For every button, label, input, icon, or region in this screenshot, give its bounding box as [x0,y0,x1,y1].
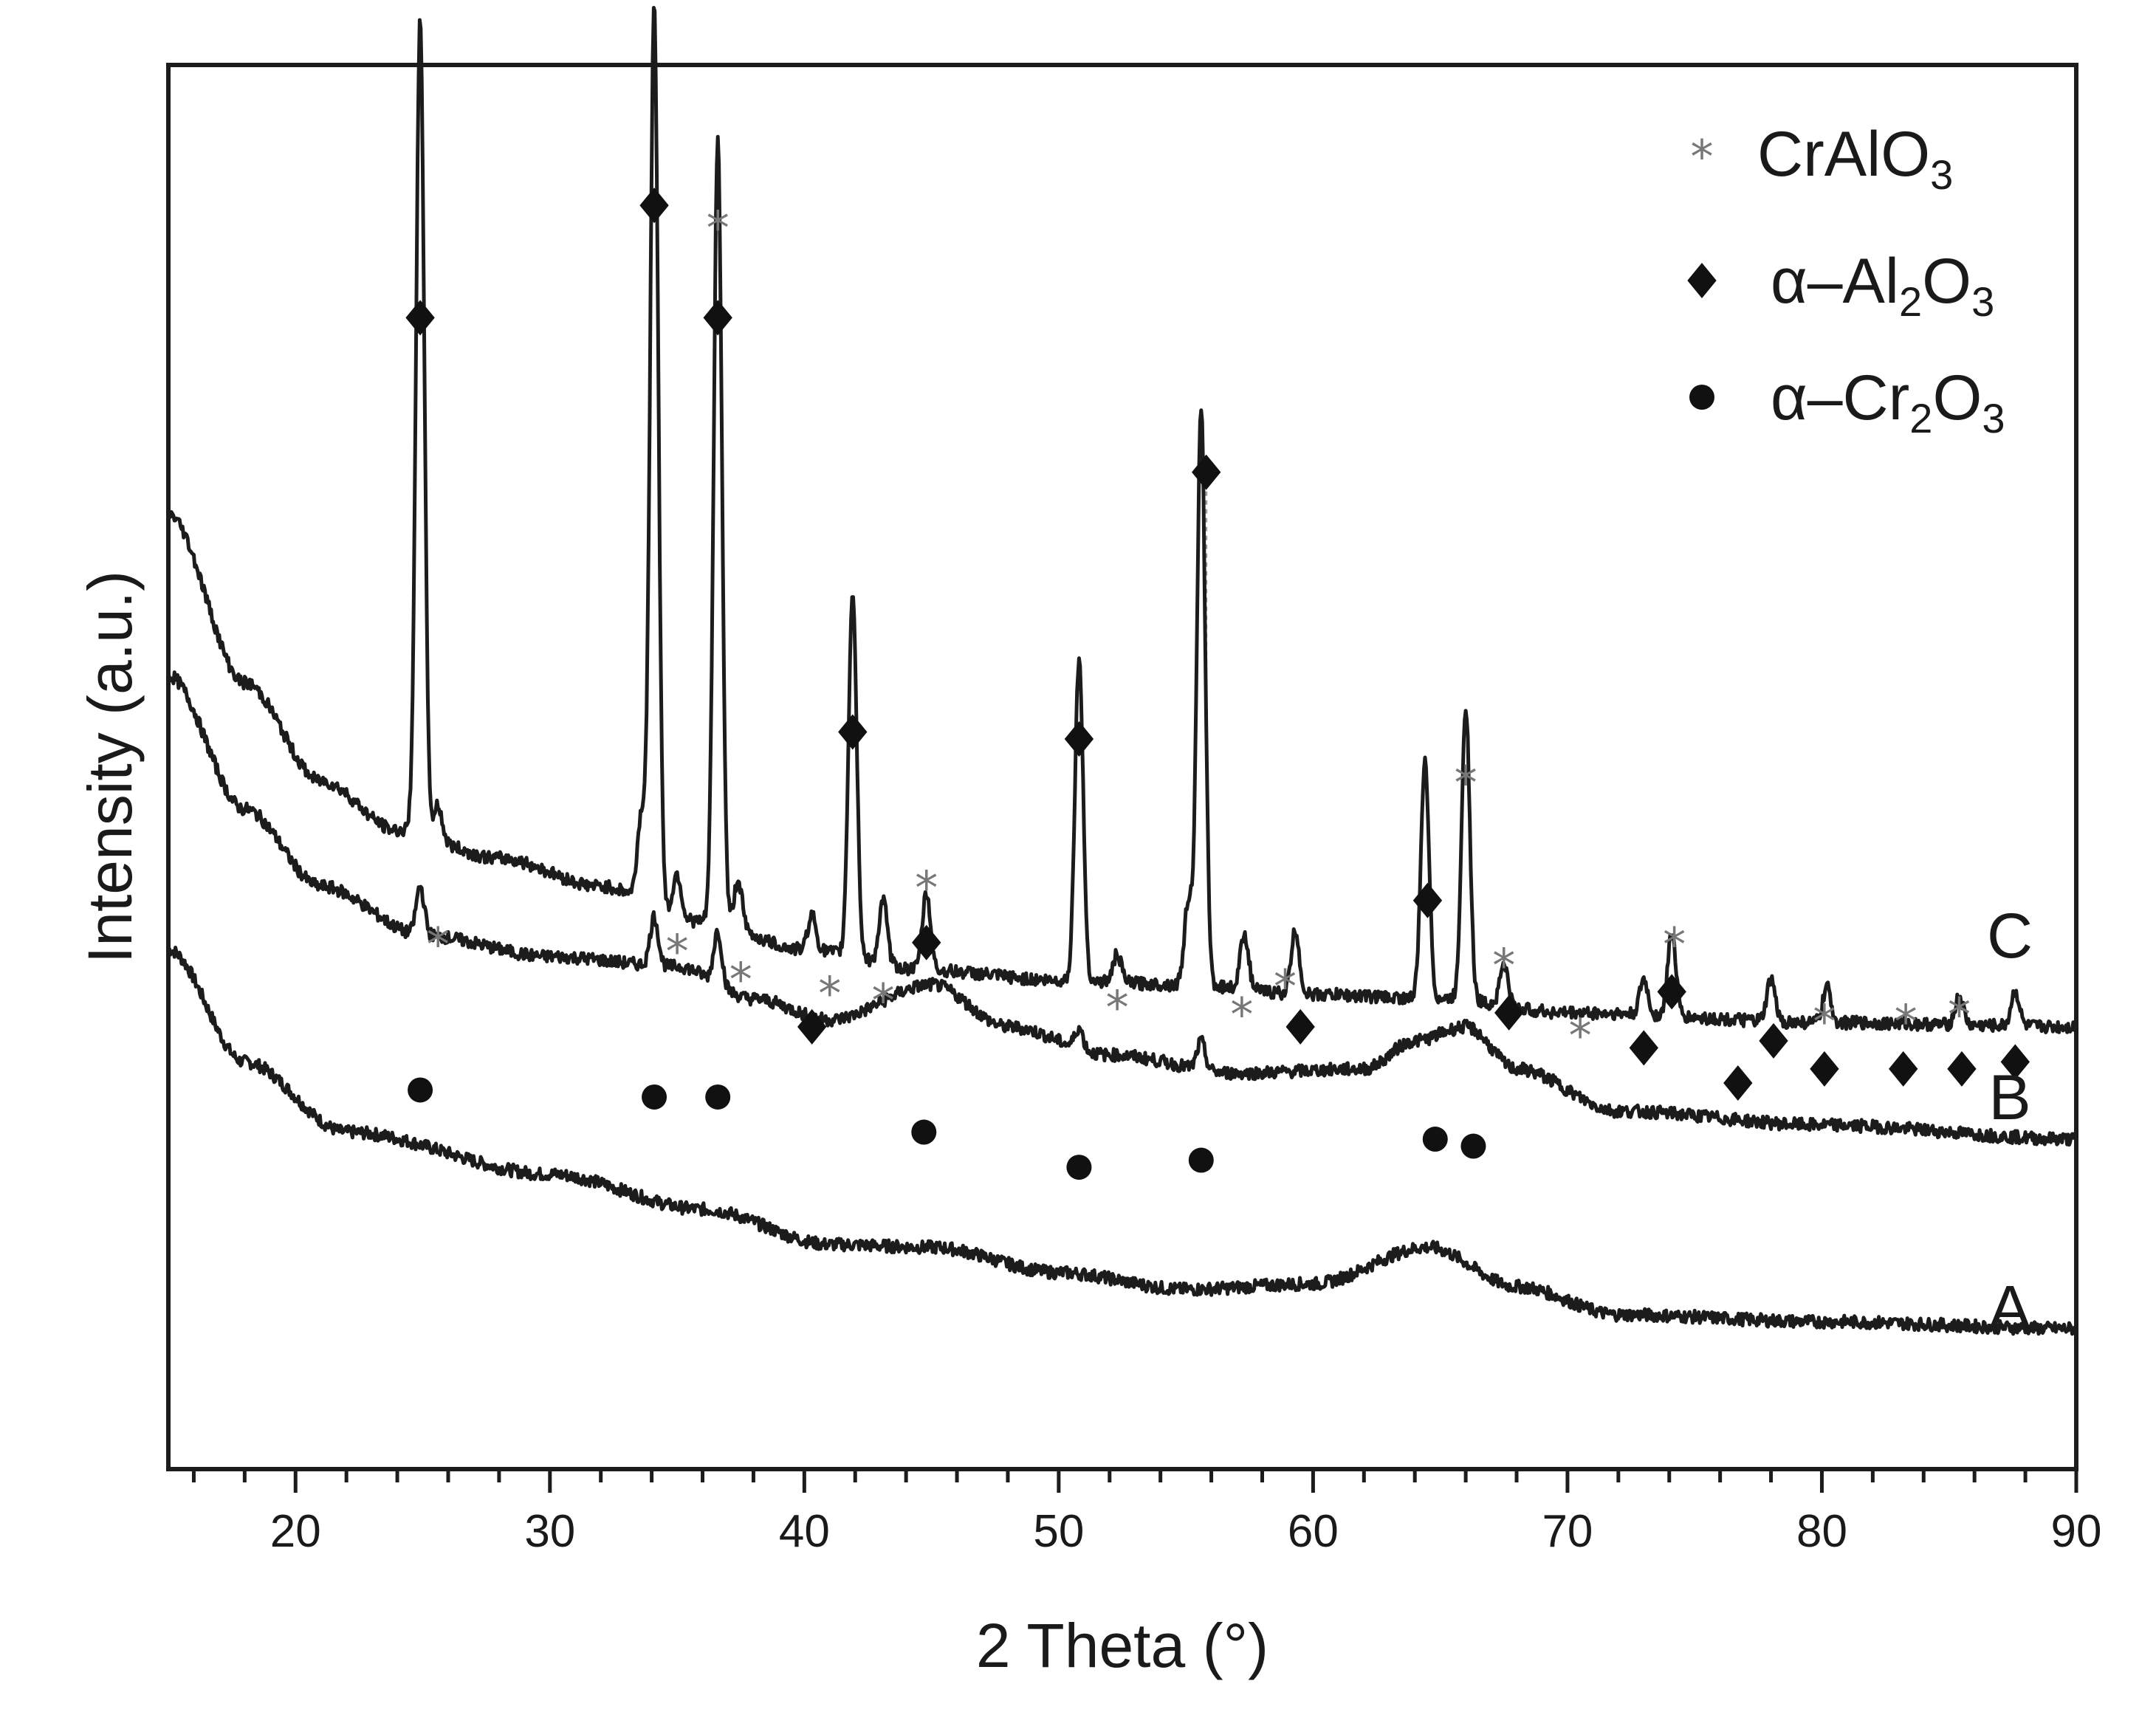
cralo3-marker: * [1106,980,1129,1034]
x-tick-label: 20 [270,1506,321,1557]
cralo3-marker: * [1813,994,1836,1048]
al2o3-marker [1412,882,1443,918]
x-tick-label: 90 [2051,1506,2102,1557]
al2o3-marker [1657,974,1686,1010]
cralo3-marker: * [1230,988,1253,1042]
pattern-label-B: B [1988,1062,2030,1133]
al2o3-marker [2000,1044,2030,1080]
x-tick-label: 40 [779,1506,830,1557]
al2o3-marker [1889,1051,1918,1087]
pattern-label-C: C [1987,901,2033,972]
x-axis-title: 2 Theta (°) [976,1611,1268,1680]
al2o3-marker [1064,721,1094,757]
x-axis-ticks: 20 30 40 50 60 70 80 90 [191,1469,2102,1557]
legend-cralo3-icon: * [1691,130,1714,184]
cr2o3-marker [705,1084,731,1110]
cr2o3-marker [408,1077,433,1103]
pattern-label-A: A [1988,1273,2031,1344]
x-tick-label: 70 [1542,1506,1593,1557]
legend-al2o3-icon [1687,263,1717,298]
al2o3-marker [797,1008,827,1045]
cr2o3-marker [1066,1155,1092,1180]
trace-C [166,6,2078,1034]
al2o3-marker [1759,1022,1788,1059]
al2o3-marker [912,924,941,960]
cralo3-marker: * [818,966,841,1020]
cralo3-marker: * [729,952,752,1006]
cr2o3-marker [1422,1127,1448,1152]
y-axis-title: Intensity (a.u.) [75,571,145,963]
al2o3-marker [1192,454,1221,490]
al2o3-marker [1810,1051,1839,1087]
legend-cr2o3-icon [1689,385,1714,410]
cr2o3-marker [1460,1133,1486,1159]
al2o3-marker [1285,1008,1315,1045]
cralo3-marker: * [1663,918,1686,972]
cralo3-marker: * [1895,994,1918,1048]
cralo3-marker: * [1492,938,1515,992]
al2o3-marker [838,714,868,750]
al2o3-marker [639,188,669,224]
al2o3-marker [1629,1030,1658,1066]
cralo3-marker: * [1948,988,1971,1042]
al2o3-marker [1723,1065,1753,1101]
cr2o3-marker [911,1119,937,1145]
x-tick-label: 30 [524,1506,575,1557]
trace-B [166,670,2078,1147]
al2o3-marker [405,300,435,336]
cralo3-marker: * [1455,756,1477,810]
cralo3-marker: * [872,974,895,1028]
x-tick-label: 50 [1033,1506,1084,1557]
pattern-labels: A B C [1987,901,2033,1344]
legend: * CrAlO3 α–Al2O3 α–Cr2O3 [1687,119,2005,441]
legend-label: α–Cr2O3 [1771,362,2005,441]
legend-label: CrAlO3 [1757,119,1953,198]
cralo3-marker: * [915,862,938,915]
legend-label: α–Al2O3 [1771,246,1994,325]
cralo3-marker: * [1274,960,1297,1014]
x-tick-label: 80 [1796,1506,1847,1557]
cralo3-marker: * [707,202,729,255]
trace-A [167,946,2078,1336]
al2o3-marker [1947,1051,1977,1087]
cr2o3-marker [642,1084,667,1110]
pattern-traces [166,6,2078,1336]
x-tick-label: 60 [1288,1506,1339,1557]
phase-markers: * * * * * * * * * * * * * * * * * [405,188,2030,1180]
al2o3-marker [1494,994,1524,1031]
cr2o3-marker [1188,1147,1214,1173]
cralo3-marker: * [666,924,689,978]
al2o3-marker [703,300,732,336]
cralo3-marker: * [1569,1008,1592,1062]
cralo3-marker: * [427,918,450,972]
plot-frame [166,63,2078,1471]
